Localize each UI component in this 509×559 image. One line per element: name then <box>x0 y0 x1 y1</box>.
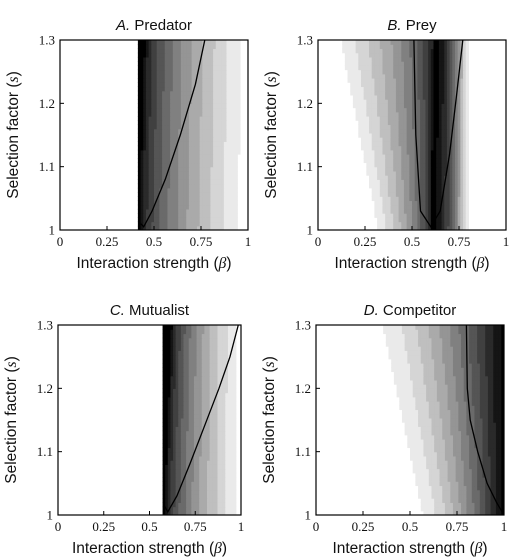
y-tick-label: 1 <box>307 223 314 238</box>
y-tick-label: 1.1 <box>37 444 53 459</box>
x-tick-label: 0 <box>55 519 62 534</box>
x-tick-label: 0.75 <box>446 519 469 534</box>
x-axis-label: Interaction strength (β) <box>332 540 487 557</box>
chart-panel-4: 0 0.25 0.5 0.75 1 1 1.1 1.2 1.3 D. Competitor Inte… <box>261 302 507 557</box>
y-tick-label: 1.3 <box>297 33 313 48</box>
chart-title: C. Mutualist <box>110 302 190 319</box>
y-tick-label: 1 <box>49 223 56 238</box>
x-tick-label: 0.5 <box>404 234 420 249</box>
y-tick-label: 1.3 <box>37 318 53 333</box>
y-tick-label: 1.2 <box>295 381 311 396</box>
heatmap <box>162 325 237 515</box>
y-tick-label: 1 <box>305 508 312 523</box>
y-tick-label: 1.2 <box>297 96 313 111</box>
chart-title: B. Prey <box>387 17 437 34</box>
x-tick-label: 1 <box>503 234 509 249</box>
x-tick-label: 0.25 <box>352 519 375 534</box>
y-axis-label: Selection factor (s) <box>261 356 278 484</box>
y-tick-label: 1.2 <box>37 381 53 396</box>
x-axis-label: Interaction strength (β) <box>334 255 489 272</box>
heatmap <box>383 325 504 515</box>
contour-line <box>163 325 239 514</box>
y-axis-label: Selection factor (s) <box>3 356 20 484</box>
y-tick-label: 1.3 <box>295 318 311 333</box>
x-tick-label: 0.25 <box>92 519 115 534</box>
x-axis-label: Interaction strength (β) <box>76 255 231 272</box>
y-tick-label: 1 <box>47 508 54 523</box>
y-tick-label: 1.1 <box>295 444 311 459</box>
x-tick-label: 0.5 <box>146 234 162 249</box>
x-tick-label: 0 <box>315 234 322 249</box>
x-tick-label: 0.5 <box>141 519 157 534</box>
heatmap <box>342 40 469 230</box>
chart-title: A. Predator <box>115 17 192 34</box>
x-tick-label: 0.75 <box>184 519 207 534</box>
y-tick-label: 1.1 <box>297 159 313 174</box>
x-tick-label: 0 <box>313 519 320 534</box>
x-tick-label: 1 <box>245 234 252 249</box>
chart-title: D. Competitor <box>364 302 457 319</box>
x-tick-label: 0.25 <box>96 234 119 249</box>
contour-line <box>140 40 206 228</box>
contour-line <box>465 325 503 513</box>
chart-panel-3: 0 0.25 0.5 0.75 1 1 1.1 1.2 1.3 C. Mutualist Inter… <box>3 302 244 557</box>
y-axis-label: Selection factor (s) <box>5 71 22 199</box>
x-tick-label: 0 <box>57 234 64 249</box>
y-tick-label: 1.2 <box>39 96 55 111</box>
x-tick-label: 0.75 <box>190 234 213 249</box>
x-tick-label: 0.25 <box>354 234 377 249</box>
x-tick-label: 0.5 <box>402 519 418 534</box>
contour-line <box>413 40 464 229</box>
x-tick-label: 0.75 <box>448 234 471 249</box>
y-axis-label: Selection factor (s) <box>263 71 280 199</box>
chart-panel-2: 0 0.25 0.5 0.75 1 1 1.1 1.2 1.3 B. Prey Interactio… <box>263 17 509 272</box>
x-axis-label: Interaction strength (β) <box>72 540 227 557</box>
heatmap <box>137 40 241 230</box>
y-tick-label: 1.1 <box>39 159 55 174</box>
chart-panel-1: 0 0.25 0.5 0.75 1 1 1.1 1.2 1.3 A. Predator Intera… <box>5 17 251 272</box>
y-tick-label: 1.3 <box>39 33 55 48</box>
x-tick-label: 1 <box>238 519 245 534</box>
x-tick-label: 1 <box>501 519 508 534</box>
